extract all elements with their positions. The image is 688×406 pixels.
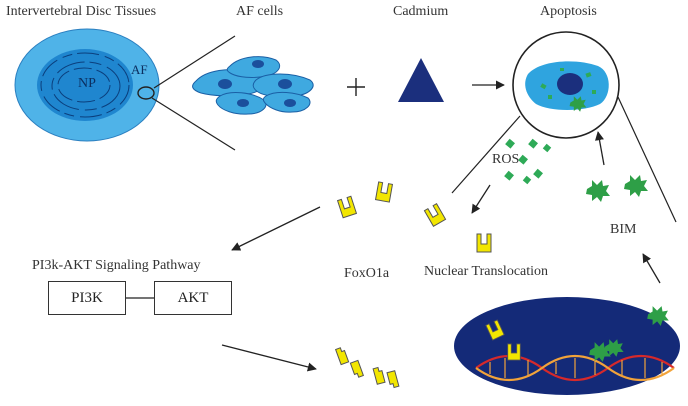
af-cells-cluster bbox=[192, 56, 314, 115]
cadmium-triangle bbox=[398, 58, 444, 102]
foxo1a-proteins bbox=[337, 181, 492, 253]
akt-label: AKT bbox=[177, 289, 209, 306]
apoptotic-cell bbox=[512, 31, 620, 139]
inactivated-foxo1a bbox=[335, 346, 400, 389]
nuclear-translocation-label: Nuclear Translocation bbox=[424, 264, 549, 279]
ros-particles bbox=[504, 138, 552, 185]
bim-label: BIM bbox=[610, 222, 637, 237]
np-label: NP bbox=[78, 76, 96, 91]
pi3k-label: PI3K bbox=[71, 289, 103, 306]
af-label: AF bbox=[131, 62, 148, 77]
intervertebral-disc bbox=[14, 28, 160, 142]
disc-tissues-label: Intervertebral Disc Tissues bbox=[6, 4, 157, 19]
dna-strand-orange bbox=[475, 355, 675, 381]
akt-box: AKT bbox=[154, 281, 232, 315]
bim-proteins bbox=[586, 175, 648, 202]
foxo1a-label: FoxO1a bbox=[344, 266, 390, 281]
apoptosis-label: Apoptosis bbox=[540, 4, 597, 19]
cell-nucleus bbox=[454, 297, 680, 395]
plus-sign bbox=[347, 78, 365, 96]
af-region-marker bbox=[137, 86, 155, 100]
cadmium-label: Cadmium bbox=[393, 4, 449, 19]
af-cells-label: AF cells bbox=[236, 4, 284, 19]
ros-label: ROS bbox=[492, 152, 520, 167]
pi3k-box: PI3K bbox=[48, 281, 126, 315]
pathway-label: PI3k-AKT Signaling Pathway bbox=[32, 258, 201, 273]
